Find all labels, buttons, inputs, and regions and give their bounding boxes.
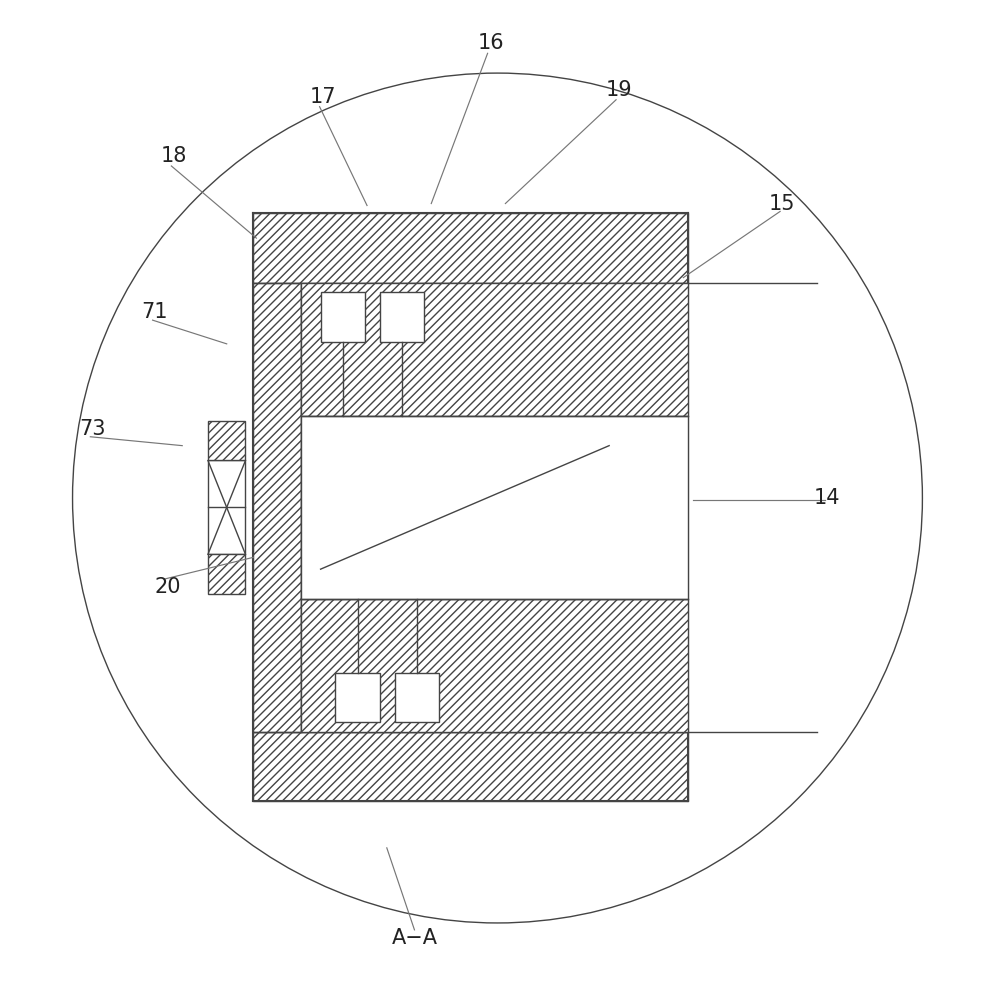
Bar (301, 283, 688, 732)
Text: 14: 14 (814, 488, 839, 508)
Bar (320, 292, 365, 342)
Text: A−A: A−A (391, 928, 437, 948)
Bar (335, 673, 380, 722)
Text: 16: 16 (478, 33, 503, 53)
Text: 19: 19 (606, 80, 632, 100)
Text: 20: 20 (155, 577, 180, 597)
Bar (254, 213, 688, 283)
Bar (208, 421, 246, 460)
Bar (254, 283, 301, 732)
Bar (301, 416, 688, 599)
Text: 73: 73 (79, 419, 106, 439)
Bar (208, 460, 246, 554)
Bar (394, 673, 439, 722)
Text: 18: 18 (162, 146, 187, 166)
Bar (380, 292, 424, 342)
Text: 71: 71 (142, 302, 167, 322)
Bar (254, 732, 688, 801)
Bar (208, 554, 246, 594)
Text: 17: 17 (309, 87, 336, 107)
Bar (301, 283, 688, 416)
Text: 15: 15 (769, 194, 796, 214)
Bar (301, 599, 688, 732)
